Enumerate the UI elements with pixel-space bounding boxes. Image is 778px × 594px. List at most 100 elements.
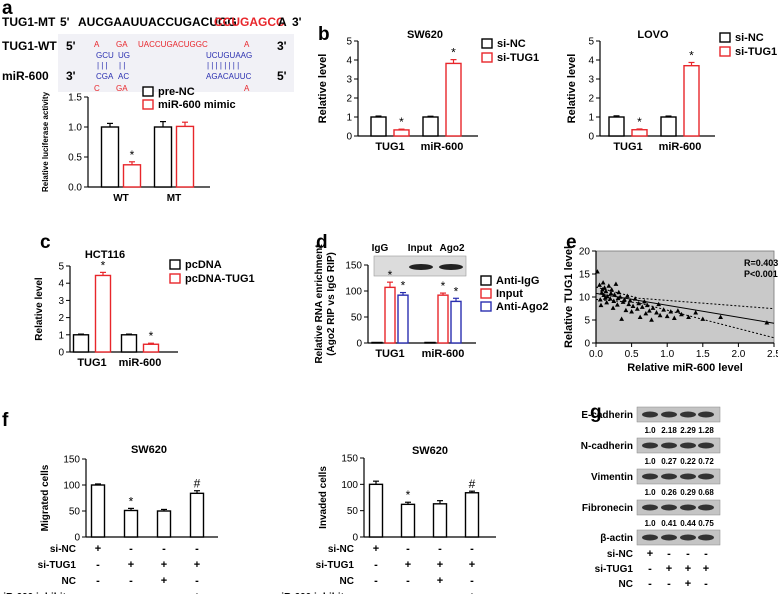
legend-swatch	[480, 288, 492, 299]
migration-chart: 0 50 100 150 Migrated cells SW620 * # si-NC + - - - s…	[0, 444, 218, 594]
mir600-3prime: 3'	[66, 69, 76, 83]
treatment-sign: -	[406, 575, 410, 587]
treatment-sign: -	[129, 591, 133, 594]
y-tick-label: 20	[579, 247, 591, 258]
bar	[175, 125, 195, 188]
bar	[189, 492, 205, 538]
y-tick-label: 1	[346, 113, 352, 124]
bar	[432, 503, 448, 538]
blot-protein-label: Fibronecin	[582, 503, 633, 514]
wt-paired-1: GCU	[96, 51, 114, 60]
y-axis-label: Migrated cells	[40, 464, 51, 531]
blot-quant-value: 1.0	[644, 519, 656, 528]
blot-protein-label: N-cadherin	[581, 441, 633, 452]
tug1-mt-3prime: 3'	[292, 15, 302, 29]
x-tick-label: miR-600	[421, 141, 464, 153]
blot-label-ago2: Ago2	[440, 243, 465, 254]
scatter-point	[611, 298, 617, 303]
legend-swatch	[481, 38, 493, 49]
y-tick-label: 0	[74, 533, 80, 544]
tug1-mt-label: TUG1-MT	[2, 15, 56, 29]
bar	[120, 334, 138, 353]
significance-mark: #	[194, 477, 201, 491]
blot-quant-value: 0.44	[680, 519, 696, 528]
scatter-point	[718, 314, 723, 320]
treatment-sign: +	[194, 559, 200, 571]
x-tick-label: 1.5	[696, 349, 710, 360]
treatment-sign: +	[373, 543, 379, 555]
scatter-point	[700, 316, 706, 321]
blot-protein-label: E-cadherin	[581, 410, 633, 421]
tug1-wt-3prime: 3'	[277, 39, 287, 53]
pair-bars-2: | |	[119, 61, 125, 70]
treatment-label: NC	[340, 576, 354, 587]
scatter-point	[600, 280, 606, 285]
scatter-point	[642, 299, 647, 304]
y-axis-label: Relative RNA enrichment(Ago2 RIP vs IgG …	[314, 244, 337, 364]
treatment-sign: +	[95, 543, 101, 555]
treatment-sign: -	[374, 575, 378, 587]
correlation-scatter: 0 5 10 15 20 0.0 0.5 1.0 1.5 2.0 2.5 Relative miR-6…	[563, 246, 778, 374]
significance-mark: #	[469, 477, 476, 491]
blot-band	[698, 534, 714, 541]
panel-letter-b: b	[318, 24, 330, 45]
significance-mark: *	[401, 279, 406, 293]
x-tick-label: TUG1	[375, 141, 404, 153]
legend-swatch	[142, 99, 154, 110]
chart-title: SW620	[407, 29, 443, 41]
significance-mark: *	[637, 115, 642, 129]
blot-band	[642, 504, 658, 511]
blot-strip	[636, 406, 721, 423]
scatter-point	[595, 269, 600, 274]
y-tick-label: 50	[69, 507, 81, 518]
y-tick-label: 50	[347, 506, 359, 517]
panel-letter-c: c	[40, 232, 51, 253]
treatment-sign: +	[666, 563, 672, 575]
x-tick-label: 2.5	[767, 349, 778, 360]
blot-band	[698, 473, 714, 480]
treatment-sign: -	[704, 578, 708, 590]
bar	[72, 334, 90, 353]
treatment-sign: +	[161, 559, 167, 571]
legend-label: si-TUG1	[735, 46, 777, 58]
scatter-point	[661, 307, 667, 312]
treatment-label: si-NC	[328, 544, 354, 555]
bar	[608, 116, 625, 137]
y-axis-label: Relative level	[34, 277, 45, 341]
blot-band-input	[409, 264, 433, 270]
y-tick-label: 100	[345, 287, 362, 298]
bar	[683, 64, 700, 137]
invasion-chart: 0 50 100 150 Invaded cells SW620 * # si-NC + - - - si…	[272, 445, 496, 594]
blot-band	[680, 473, 696, 480]
x-tick-label: 1.0	[660, 349, 674, 360]
blot-band	[661, 442, 677, 449]
scatter-point	[668, 309, 674, 314]
scatter-point	[602, 285, 607, 290]
scatter-point	[609, 287, 615, 292]
treatment-sign: -	[374, 591, 378, 594]
significance-mark: *	[129, 494, 134, 508]
bar	[371, 341, 383, 344]
panel-letter-f: f	[2, 410, 9, 431]
scatter-point	[627, 298, 633, 303]
y-tick-label: 0	[352, 533, 358, 544]
scatter-point	[613, 281, 619, 286]
treatment-sign: -	[406, 591, 410, 594]
scatter-point	[671, 315, 677, 320]
scatter-point	[634, 306, 640, 311]
treatment-sign: +	[685, 578, 691, 590]
blot-quant-value: 1.0	[644, 488, 656, 497]
blot-band	[661, 504, 677, 511]
scatter-point	[675, 308, 681, 313]
significance-mark: *	[399, 115, 404, 129]
y-tick-label: 0	[584, 339, 590, 350]
significance-mark: *	[689, 48, 694, 62]
scatter-point	[603, 288, 609, 294]
scatter-point	[637, 314, 643, 320]
blot-label-input: Input	[408, 243, 433, 254]
luciferase-chart: 0.0 0.5 1.0 1.5 Relative luciferase activity…	[41, 86, 236, 204]
blot-band	[661, 411, 677, 418]
blot-protein-label: β-actin	[600, 533, 633, 544]
scatter-point	[639, 304, 645, 309]
scatter-point	[632, 296, 638, 301]
